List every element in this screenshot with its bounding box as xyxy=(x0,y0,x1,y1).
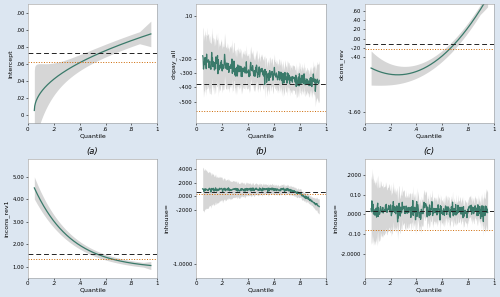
X-axis label: Quantile: Quantile xyxy=(79,133,106,138)
X-axis label: Quantile: Quantile xyxy=(79,288,106,293)
X-axis label: Quantile: Quantile xyxy=(248,133,274,138)
X-axis label: Quantile: Quantile xyxy=(416,288,442,293)
Y-axis label: inhouse=: inhouse= xyxy=(333,203,338,233)
Text: (b): (b) xyxy=(255,147,267,156)
Y-axis label: inhouse=: inhouse= xyxy=(164,203,170,233)
Text: (a): (a) xyxy=(87,147,99,156)
Y-axis label: dcons_rev: dcons_rev xyxy=(339,48,345,80)
Y-axis label: Intercept: Intercept xyxy=(8,49,13,78)
Y-axis label: incons_rev1: incons_rev1 xyxy=(4,200,10,237)
Y-axis label: dnpay_all: dnpay_all xyxy=(170,49,176,79)
Text: (c): (c) xyxy=(424,147,435,156)
X-axis label: Quantile: Quantile xyxy=(416,133,442,138)
X-axis label: Quantile: Quantile xyxy=(248,288,274,293)
